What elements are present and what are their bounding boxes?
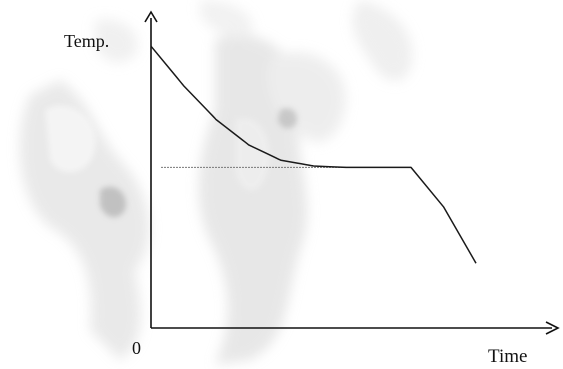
- origin-label: 0: [132, 338, 141, 358]
- y-axis-arrow: [144, 10, 158, 23]
- y-axis-label: Temp.: [64, 31, 109, 51]
- x-axis-arrow: [545, 321, 560, 335]
- data-points: [151, 46, 476, 263]
- temperature-line: [150, 45, 477, 264]
- x-axis-label: Time: [488, 346, 527, 367]
